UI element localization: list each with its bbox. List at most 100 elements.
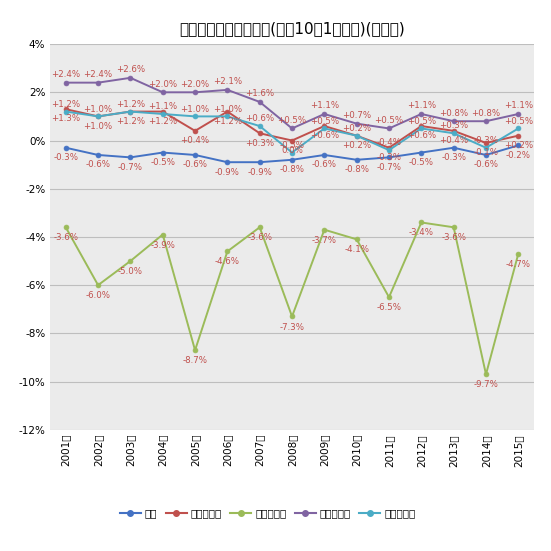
Text: +0.7%: +0.7% <box>342 111 371 120</box>
病院 <box>353 156 360 163</box>
無床診療所 <box>192 89 198 96</box>
Text: -3.7%: -3.7% <box>312 236 337 245</box>
Text: +1.1%: +1.1% <box>407 101 436 110</box>
一般診療所 <box>256 130 263 137</box>
Text: +0.4%: +0.4% <box>181 136 209 145</box>
Text: +1.0%: +1.0% <box>84 122 112 131</box>
Text: -0.8%: -0.8% <box>344 165 369 174</box>
Line: 無床診療所: 無床診療所 <box>63 75 521 131</box>
Legend: 病院, 一般診療所, 有床診療所, 無床診療所, 歯科診療所: 病院, 一般診療所, 有床診療所, 無床診療所, 歯科診療所 <box>116 504 420 523</box>
Text: -0.3%: -0.3% <box>473 136 499 145</box>
歯科診療所 <box>418 125 425 132</box>
病院 <box>224 159 231 165</box>
病院 <box>289 156 295 163</box>
一般診療所 <box>95 113 101 120</box>
無床診療所 <box>224 87 231 93</box>
Text: -6.5%: -6.5% <box>376 303 402 312</box>
Text: -0.3%: -0.3% <box>376 153 402 162</box>
一般診療所 <box>386 144 392 151</box>
Text: +2.1%: +2.1% <box>213 77 242 87</box>
無床診療所 <box>515 111 522 117</box>
Text: +0.4%: +0.4% <box>439 136 468 145</box>
病院 <box>127 154 134 161</box>
Text: +2.0%: +2.0% <box>148 80 177 89</box>
Text: -0.6%: -0.6% <box>312 160 337 169</box>
Text: -5.0%: -5.0% <box>118 267 143 276</box>
有床診療所 <box>289 313 295 320</box>
Text: -0.9%: -0.9% <box>247 168 272 176</box>
有床診療所 <box>483 371 489 377</box>
Text: -0.5%: -0.5% <box>150 158 175 167</box>
Text: +0.3%: +0.3% <box>439 121 468 131</box>
有床診療所 <box>450 224 457 231</box>
Text: +1.1%: +1.1% <box>504 101 533 110</box>
一般診療所 <box>289 137 295 144</box>
無床診療所 <box>127 74 134 81</box>
Text: -3.6%: -3.6% <box>53 233 78 242</box>
Text: -0.5%: -0.5% <box>409 158 434 167</box>
病院 <box>483 152 489 158</box>
無床診療所 <box>159 89 166 96</box>
Text: +2.0%: +2.0% <box>181 80 209 89</box>
病院 <box>321 152 328 158</box>
Text: +0.6%: +0.6% <box>407 131 436 141</box>
Text: -0.8%: -0.8% <box>279 165 305 174</box>
Line: 病院: 病院 <box>63 143 521 165</box>
Text: -4.6%: -4.6% <box>215 257 240 267</box>
Text: -3.6%: -3.6% <box>247 233 272 242</box>
病院 <box>256 159 263 165</box>
無床診療所 <box>321 111 328 117</box>
Text: -8.7%: -8.7% <box>182 356 208 365</box>
歯科診療所 <box>159 111 166 117</box>
Text: +1.2%: +1.2% <box>51 100 80 109</box>
Text: -0.6%: -0.6% <box>473 160 499 169</box>
Text: +0.5%: +0.5% <box>504 117 533 126</box>
歯科診療所 <box>256 123 263 129</box>
歯科診療所 <box>515 125 522 132</box>
有床診療所 <box>418 219 425 226</box>
有床診療所 <box>515 251 522 257</box>
Text: -0.7%: -0.7% <box>376 163 402 172</box>
有床診療所 <box>256 224 263 231</box>
Text: +1.2%: +1.2% <box>213 117 242 126</box>
有床診療所 <box>127 258 134 264</box>
病院 <box>386 154 392 161</box>
Text: +0.2%: +0.2% <box>504 141 533 150</box>
歯科診療所 <box>483 144 489 151</box>
Text: +2.4%: +2.4% <box>51 70 80 79</box>
Text: -0.7%: -0.7% <box>118 163 143 172</box>
Text: -9.7%: -9.7% <box>473 380 499 390</box>
Text: -0.6%: -0.6% <box>85 160 111 169</box>
歯科診療所 <box>321 125 328 132</box>
Text: +1.6%: +1.6% <box>245 89 274 98</box>
Text: -3.6%: -3.6% <box>441 233 466 242</box>
歯科診療所 <box>62 108 69 115</box>
Text: +0.5%: +0.5% <box>310 117 339 126</box>
歯科診療所 <box>224 113 231 120</box>
病院 <box>62 144 69 151</box>
Line: 一般診療所: 一般診療所 <box>63 107 521 150</box>
Title: 医療施設数の年次推移(各年10月1日現在)(前年比): 医療施設数の年次推移(各年10月1日現在)(前年比) <box>179 21 405 36</box>
Text: -4.1%: -4.1% <box>344 245 369 255</box>
Text: +0.8%: +0.8% <box>439 109 468 117</box>
Text: +0.5%: +0.5% <box>375 116 403 125</box>
一般診療所 <box>353 132 360 139</box>
Line: 有床診療所: 有床診療所 <box>63 220 521 377</box>
一般診療所 <box>159 108 166 115</box>
一般診療所 <box>224 108 231 115</box>
有床診療所 <box>386 294 392 300</box>
無床診療所 <box>386 125 392 132</box>
歯科診療所 <box>95 113 101 120</box>
Text: -0.3%: -0.3% <box>441 153 466 162</box>
Text: +0.5%: +0.5% <box>278 116 306 125</box>
Text: +0.6%: +0.6% <box>245 114 274 123</box>
有床診療所 <box>353 236 360 242</box>
無床診療所 <box>256 99 263 105</box>
一般診療所 <box>192 128 198 134</box>
Text: -0.3%: -0.3% <box>53 153 78 162</box>
歯科診療所 <box>386 147 392 153</box>
無床診療所 <box>418 111 425 117</box>
Text: -0.5%: -0.5% <box>279 141 305 150</box>
病院 <box>450 144 457 151</box>
一般診療所 <box>515 132 522 139</box>
